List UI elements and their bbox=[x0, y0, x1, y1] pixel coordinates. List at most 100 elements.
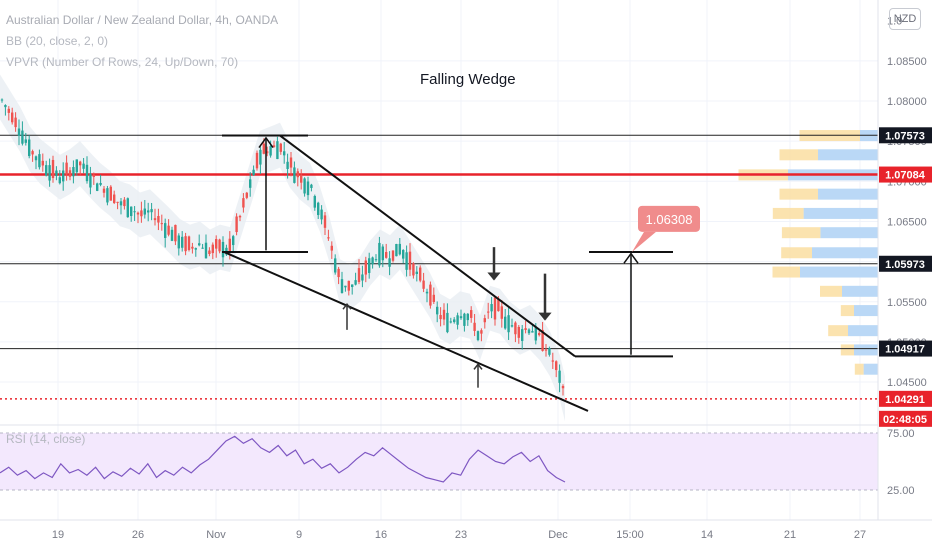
price-tick-label: 1.04500 bbox=[887, 377, 927, 389]
annotations: 1.06308 bbox=[222, 134, 700, 412]
vpvr-legend[interactable]: VPVR (Number Of Rows, 24, Up/Down, 70) bbox=[6, 55, 239, 69]
rsi-level-label: 25.00 bbox=[887, 485, 915, 497]
candle-body bbox=[408, 251, 412, 270]
candle-body bbox=[136, 212, 140, 215]
price-marker-box bbox=[879, 255, 932, 272]
candle-body bbox=[521, 329, 524, 341]
candle-body bbox=[123, 199, 126, 207]
candle-body bbox=[510, 325, 514, 327]
bollinger-band bbox=[0, 74, 565, 422]
candle-body bbox=[116, 201, 119, 203]
volume-profile-down bbox=[818, 149, 878, 161]
candle-body bbox=[143, 208, 146, 215]
candle-body bbox=[371, 257, 374, 265]
candle-body bbox=[551, 360, 554, 362]
height-arrow-head bbox=[258, 136, 274, 149]
candle-body bbox=[130, 206, 133, 217]
horizontal-lines bbox=[0, 134, 878, 400]
price-marker-label: 1.07573 bbox=[885, 130, 925, 142]
candle-body bbox=[361, 274, 364, 281]
bb-legend[interactable]: BB (20, close, 2, 0) bbox=[6, 34, 109, 48]
candle-body bbox=[446, 312, 449, 333]
price-marker-box bbox=[879, 166, 932, 183]
candle-body bbox=[201, 247, 204, 249]
candle-body bbox=[487, 311, 490, 313]
currency-button[interactable]: NZD bbox=[889, 8, 921, 30]
candle-body bbox=[405, 252, 408, 270]
candle-body bbox=[330, 245, 333, 251]
down-arrow-icon bbox=[538, 312, 552, 321]
candle-body bbox=[82, 163, 85, 169]
candle-body bbox=[181, 236, 184, 248]
price-marker-box bbox=[879, 390, 932, 407]
volume-profile-down bbox=[818, 188, 878, 200]
price-marker-label: 1.04291 bbox=[885, 394, 925, 406]
candle-body bbox=[436, 306, 439, 315]
time-tick-label: 19 bbox=[52, 529, 64, 541]
candle-body bbox=[266, 151, 269, 154]
candle-body bbox=[249, 179, 252, 188]
candle-body bbox=[279, 143, 282, 152]
candle-body bbox=[55, 170, 58, 176]
candle-body bbox=[106, 188, 109, 203]
candle-body bbox=[320, 209, 323, 220]
time-tick-label: Dec bbox=[548, 529, 568, 541]
target-price-label: 1.06308 bbox=[646, 212, 693, 227]
candle-body bbox=[415, 271, 418, 274]
candle-body bbox=[439, 314, 442, 320]
candle-body bbox=[184, 236, 187, 252]
candle-body bbox=[354, 280, 357, 285]
candle-body bbox=[79, 161, 82, 166]
symbol-legend[interactable]: Australian Dollar / New Zealand Dollar, … bbox=[6, 13, 279, 27]
candle-body bbox=[317, 202, 320, 216]
volume-profile-down bbox=[820, 227, 878, 239]
price-tick-label: 1.05500 bbox=[887, 297, 927, 309]
candle-body bbox=[4, 105, 7, 108]
rsi-legend[interactable]: RSI (14, close) bbox=[6, 432, 86, 446]
candle-body bbox=[276, 141, 279, 160]
candle-body bbox=[17, 128, 21, 136]
candle-body bbox=[72, 167, 75, 177]
candle-body bbox=[504, 316, 507, 329]
candle-body bbox=[327, 237, 330, 239]
candle-body bbox=[252, 169, 255, 176]
candle-body bbox=[191, 246, 194, 249]
time-tick-label: 9 bbox=[296, 529, 302, 541]
volume-profile-up bbox=[772, 266, 800, 278]
candle-body bbox=[235, 216, 238, 233]
candle-body bbox=[432, 294, 435, 302]
candle-body bbox=[133, 211, 136, 213]
candle-body bbox=[174, 224, 177, 242]
candle-body bbox=[524, 328, 527, 330]
candle-body bbox=[395, 243, 398, 257]
candle-body bbox=[517, 326, 520, 338]
volume-profile-down bbox=[800, 266, 878, 278]
candle-body bbox=[442, 309, 446, 320]
candle-body bbox=[89, 173, 92, 188]
price-tick-label: 1.08500 bbox=[887, 56, 927, 68]
candle-body bbox=[96, 183, 99, 191]
candle-body bbox=[527, 329, 531, 334]
time-tick-label: 26 bbox=[132, 529, 144, 541]
volume-profile-up bbox=[772, 207, 804, 219]
volume-profile-down bbox=[803, 207, 878, 219]
candle-body bbox=[238, 215, 242, 218]
candle-body bbox=[374, 259, 378, 261]
candle-body bbox=[218, 239, 221, 252]
rsi-pane: 75.00 25.00 bbox=[0, 424, 915, 497]
candle-body bbox=[425, 291, 429, 294]
candle-body bbox=[221, 241, 225, 258]
candle-body bbox=[534, 326, 537, 341]
chart-title: Falling Wedge bbox=[420, 71, 516, 88]
up-arrow-icon bbox=[473, 363, 483, 370]
candle-body bbox=[378, 242, 381, 266]
candle-body bbox=[65, 162, 68, 175]
time-tick-label: 21 bbox=[784, 529, 796, 541]
up-arrow-icon bbox=[342, 302, 352, 310]
candle-body bbox=[357, 268, 361, 282]
candle-body bbox=[102, 188, 106, 193]
target-callout-box bbox=[638, 205, 700, 232]
candle-body bbox=[323, 215, 327, 228]
candle-body bbox=[286, 161, 289, 169]
